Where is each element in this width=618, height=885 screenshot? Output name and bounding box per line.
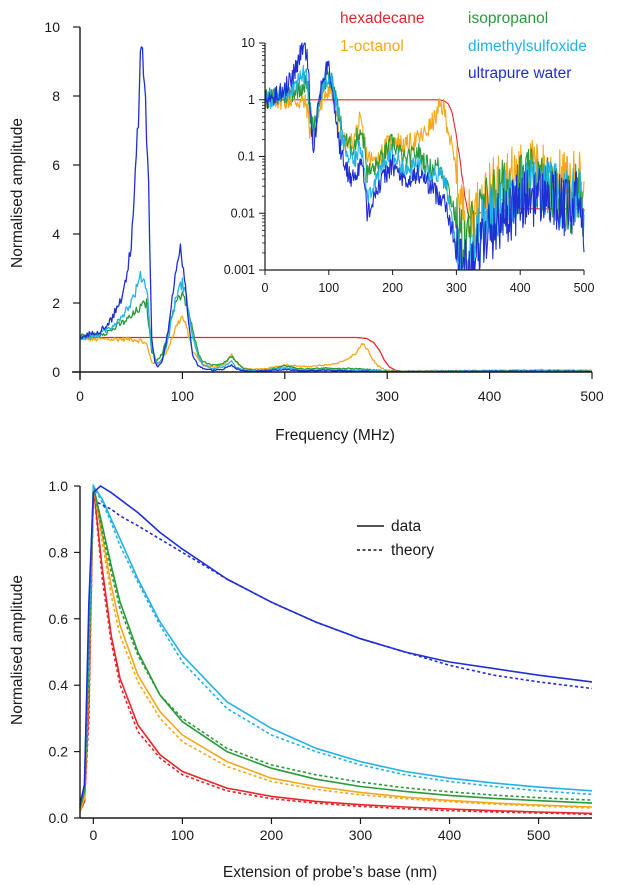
inset-y-tick-label: 0.1 [238,150,255,164]
bottom-data-dimethylsulfoxide [79,485,593,805]
top-axes [72,26,593,380]
bottom-theory-hexadecane [79,485,593,816]
inset-x-tick-label: 0 [262,281,269,295]
top-x-tick-label: 300 [376,388,400,404]
bottom-x-tick-label: 300 [349,827,373,843]
bottom-y-tick-label: 0.0 [49,810,69,826]
top-y-tick-label: 10 [44,19,60,35]
legend-label-data: data [391,518,422,535]
bottom-y-tick-labels: 0.0 0.2 0.4 0.6 0.8 1.0 [49,478,69,826]
top-y-axis-label: Normalised amplitude [9,118,26,268]
legend-label-theory: theory [391,542,434,559]
top-y-tick-label: 4 [52,226,60,242]
legend-entry-dimethylsulfoxide: dimethylsulfoxide [468,38,587,55]
inset-y-tick-label: 0.001 [224,263,255,277]
inset-series-lines [264,42,585,271]
top-legend: hexadecane isopropanol 1-octanol dimethylsu… [340,10,587,82]
inset-x-tick-label: 500 [574,281,595,295]
inset-log-chart: 0 100 200 300 400 500 0.001 0.01 0.1 1 10 [224,36,595,295]
top-y-tick-label: 2 [52,295,60,311]
bottom-y-tick-label: 0.2 [49,744,69,760]
inset-x-tick-label: 300 [446,281,467,295]
inset-axes [259,42,585,275]
bottom-data-1-octanol [79,485,593,812]
top-x-tick-labels: 0 100 200 300 400 500 [76,388,604,404]
bottom-legend: data theory [357,518,434,559]
bottom-data-hexadecane [79,485,593,815]
bottom-y-tick-label: 0.8 [49,544,69,560]
bottom-y-tick-label: 0.4 [49,677,69,693]
bottom-x-tick-label: 200 [260,827,284,843]
top-x-tick-label: 100 [171,388,195,404]
bottom-x-tick-label: 0 [89,827,97,843]
bottom-data-isopropanol [79,485,593,809]
legend-entry-isopropanol: isopropanol [468,10,548,27]
bottom-decay-chart: Normalised amplitude Extension of probe’… [9,478,593,881]
bottom-y-tick-label: 1.0 [49,478,69,494]
inset-y-tick-labels: 0.001 0.01 0.1 1 10 [224,36,255,277]
legend-entry-hexadecane: hexadecane [340,10,424,27]
inset-x-tick-label: 400 [510,281,531,295]
top-x-tick-label: 0 [76,388,84,404]
inset-y-tick-label: 0.01 [231,206,255,220]
inset-series-ultrapure-water [264,42,585,271]
bottom-theory-dimethylsulfoxide [79,482,593,805]
bottom-series-lines [79,482,593,816]
bottom-theory-ultrapure-water [97,501,593,690]
legend-entry-1-octanol: 1-octanol [340,38,404,55]
top-y-tick-label: 0 [52,364,60,380]
inset-y-tick-label: 10 [241,36,255,50]
top-series-isopropanol [79,291,593,373]
bottom-x-tick-label: 500 [527,827,551,843]
top-x-tick-label: 400 [478,388,502,404]
top-series-1-octanol [79,315,593,373]
inset-x-tick-label: 200 [382,281,403,295]
top-x-tick-label: 200 [273,388,297,404]
bottom-theory-1-octanol [79,485,593,812]
bottom-y-tick-label: 0.6 [49,611,69,627]
bottom-x-tick-label: 400 [438,827,462,843]
bottom-data-ultrapure-water [79,485,593,805]
top-x-tick-label: 500 [580,388,604,404]
legend-entry-ultrapure-water: ultrapure water [468,65,571,82]
inset-y-tick-label: 1 [248,93,255,107]
bottom-axes [74,485,592,824]
inset-x-tick-label: 100 [318,281,339,295]
bottom-theory-isopropanol [79,485,593,809]
bottom-x-axis-label: Extension of probe’s base (nm) [223,864,437,881]
bottom-x-tick-label: 100 [171,827,195,843]
top-y-tick-label: 6 [52,157,60,173]
top-y-tick-labels: 0 2 4 6 8 10 [44,19,60,380]
top-y-tick-label: 8 [52,88,60,104]
top-x-axis-label: Frequency (MHz) [275,427,395,444]
bottom-x-tick-labels: 0 100 200 300 400 500 [89,827,550,843]
inset-x-tick-labels: 0 100 200 300 400 500 [262,281,595,295]
top-spectrum-chart: Normalised amplitude Frequency (MHz) 0 10… [9,10,604,444]
bottom-y-axis-label: Normalised amplitude [9,575,26,725]
